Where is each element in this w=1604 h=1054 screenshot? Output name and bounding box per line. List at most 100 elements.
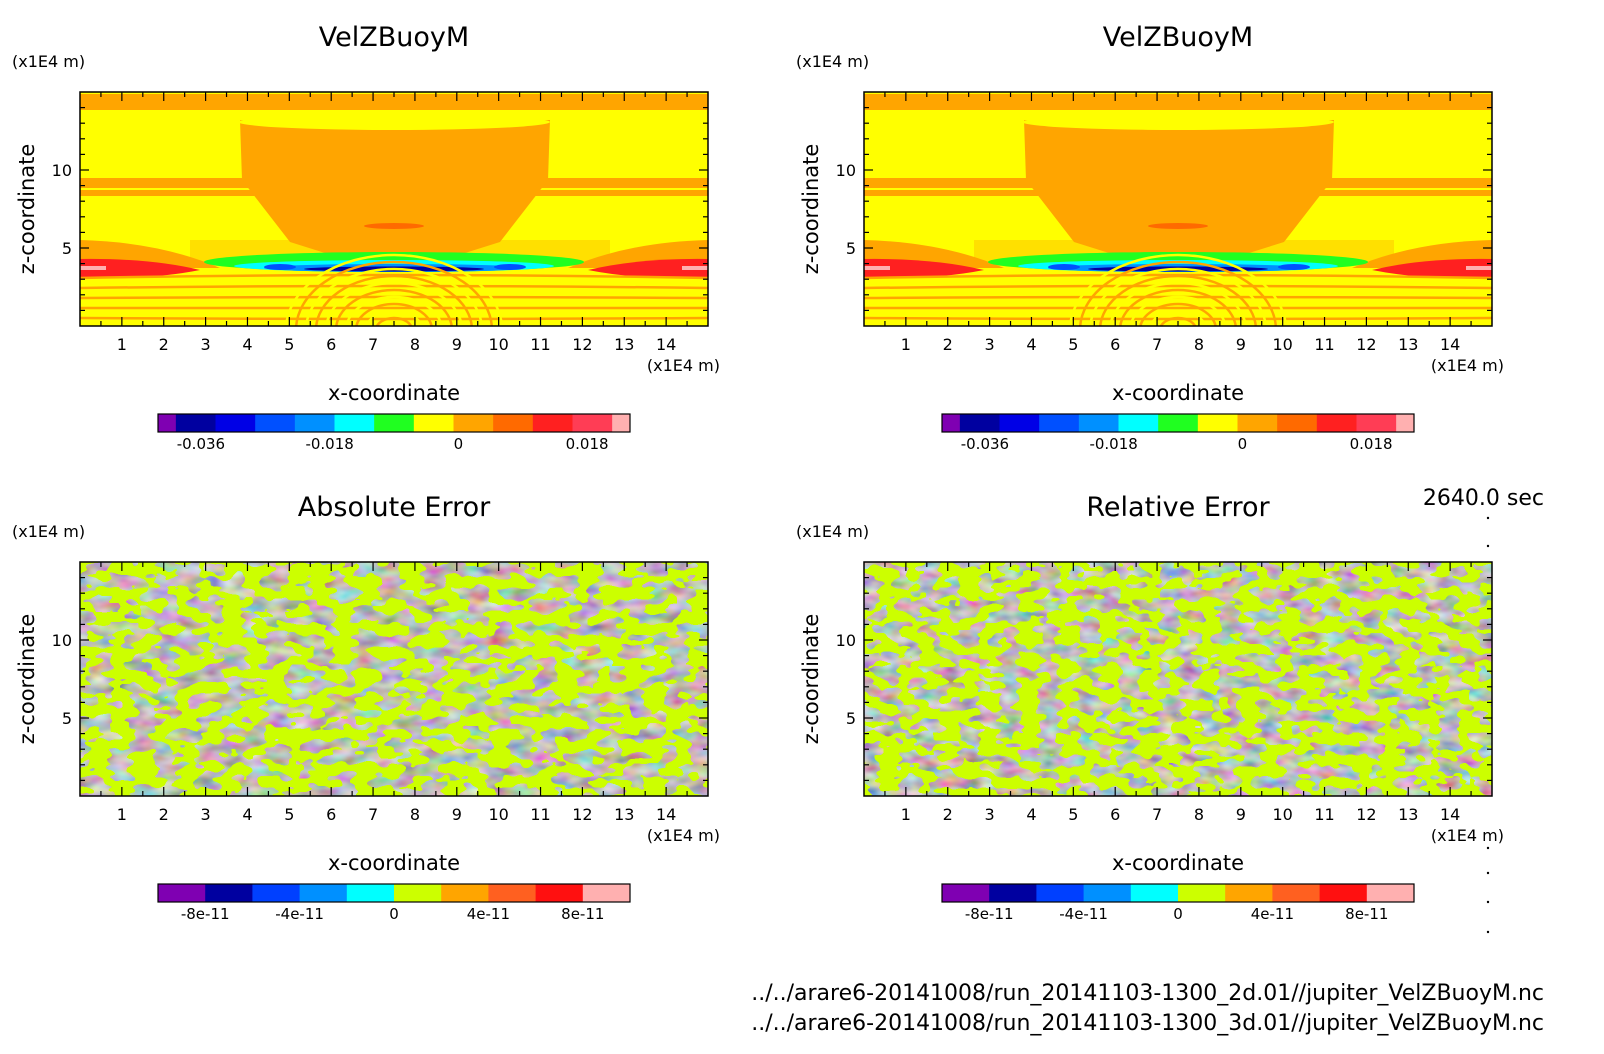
y-axis-label: z-coordinate [799, 614, 823, 745]
chart-panel: VelZBuoyM(x1E4 m)1 2 3 4 5 6 7 8 9 10 11 12 13 14510(… [12, 22, 720, 453]
colorbar-frame [157, 413, 631, 433]
y-unit-label: (x1E4 m) [796, 52, 869, 71]
colorbar-segment [299, 884, 348, 902]
colorbar-segment [1197, 414, 1238, 432]
y-tick-label: 10 [836, 161, 856, 180]
colorbar-segment [1356, 414, 1397, 432]
x-tick-label: 9 [1236, 335, 1246, 354]
colorbar-segment [346, 884, 395, 902]
x-tick-label: 7 [1152, 805, 1162, 824]
colorbar-segment [1316, 414, 1357, 432]
colorbar-segment [1083, 884, 1132, 902]
x-tick-label: 14 [656, 335, 676, 354]
y-tick-label: 5 [846, 239, 856, 258]
margin-dot [1486, 930, 1490, 934]
colorbar-segment [215, 414, 256, 432]
colorbar-tick-label: -0.036 [177, 435, 225, 453]
y-unit-label: (x1E4 m) [796, 522, 869, 541]
error-pattern [80, 562, 708, 796]
x-tick-label: 12 [1356, 805, 1376, 824]
wave-arc [1129, 295, 1227, 326]
colorbar-segment [612, 414, 631, 432]
x-tick-label: 13 [614, 805, 634, 824]
x-tick-label: 12 [572, 805, 592, 824]
colorbar-tick-label: -0.018 [305, 435, 353, 453]
x-tick-label: 8 [410, 805, 420, 824]
colorbar-segment [942, 414, 961, 432]
wave-stripe [864, 279, 1492, 285]
wave-arc [365, 309, 423, 326]
colorbar-tick-label: 0 [454, 435, 464, 453]
colorbar-segment [158, 884, 206, 902]
wave-arc [345, 295, 443, 326]
error-pattern [864, 562, 1492, 796]
wave-arc [304, 267, 484, 326]
wave-stripe [80, 301, 708, 305]
y-tick-label: 10 [52, 161, 72, 180]
wave-arc [294, 260, 494, 326]
x-tick-label: 10 [488, 335, 508, 354]
downdraft-lobe [1048, 264, 1080, 270]
field-peak [682, 266, 708, 270]
colorbar-segment [294, 414, 336, 432]
time-label: 2640.0 sec [1423, 486, 1544, 511]
x-tick-label: 3 [201, 335, 211, 354]
x-tick-label: 2 [943, 335, 953, 354]
x-axis-label: x-coordinate [1112, 381, 1244, 405]
x-tick-label: 3 [201, 805, 211, 824]
wave-stripe [80, 311, 708, 315]
x-tick-label: 5 [1068, 805, 1078, 824]
colorbar-segment [959, 414, 1001, 432]
y-axis-label: z-coordinate [799, 144, 823, 275]
x-tick-label: 5 [284, 805, 294, 824]
wave-stripe [864, 301, 1492, 305]
colorbar-tick-label: -0.036 [961, 435, 1009, 453]
field-red-tongue [1372, 258, 1492, 279]
x-unit-label: (x1E4 m) [647, 356, 720, 375]
x-tick-label: 2 [943, 805, 953, 824]
margin-dot [1486, 871, 1490, 875]
colorbar-segment [488, 884, 537, 902]
x-tick-label: 11 [530, 335, 550, 354]
colorbar-segment [158, 414, 177, 432]
plot-area [864, 562, 1492, 796]
y-axis-label: z-coordinate [15, 144, 39, 275]
colorbar-tick-label: 8e-11 [561, 905, 604, 923]
colorbar-segment [1272, 884, 1321, 902]
colorbar-tick-label: -8e-11 [965, 905, 1014, 923]
x-tick-label: 1 [901, 335, 911, 354]
wave-stripe [80, 284, 708, 290]
y-unit-label: (x1E4 m) [12, 52, 85, 71]
x-tick-label: 6 [1110, 335, 1120, 354]
wave-stripe [80, 290, 708, 295]
margin-dot [1486, 544, 1490, 548]
margin-dot [1486, 846, 1490, 850]
downdraft-lobe [264, 264, 296, 270]
colorbar-segment [1237, 414, 1278, 432]
colorbar: -8e-11 -4e-11 0 4e-11 8e-11 [157, 883, 631, 923]
colorbar: -8e-11 -4e-11 0 4e-11 8e-11 [941, 883, 1415, 923]
x-unit-label: (x1E4 m) [1431, 826, 1504, 845]
margin-dot [1486, 900, 1490, 904]
x-tick-label: 7 [368, 805, 378, 824]
x-tick-label: 6 [326, 335, 336, 354]
x-tick-label: 4 [1026, 805, 1036, 824]
colorbar-segment [1039, 414, 1080, 432]
x-tick-label: 1 [901, 805, 911, 824]
colorbar-segment [1130, 884, 1179, 902]
x-tick-label: 5 [284, 335, 294, 354]
margin-dot [1486, 516, 1490, 520]
x-tick-label: 7 [368, 335, 378, 354]
colorbar-frame [941, 883, 1415, 903]
chart-panel: Absolute Error(x1E4 m)1 2 3 4 5 6 7 8 9 10 11 12 13 1… [12, 492, 720, 923]
wave-arc [1139, 302, 1217, 326]
downdraft-lobe [494, 264, 526, 270]
colorbar-tick-label: 4e-11 [467, 905, 510, 923]
x-tick-label: 6 [326, 805, 336, 824]
colorbar-frame [157, 883, 631, 903]
colorbar-segment [999, 414, 1040, 432]
field-peak [80, 266, 106, 270]
wave-stripe [80, 279, 708, 285]
colorbar-segment [252, 884, 301, 902]
